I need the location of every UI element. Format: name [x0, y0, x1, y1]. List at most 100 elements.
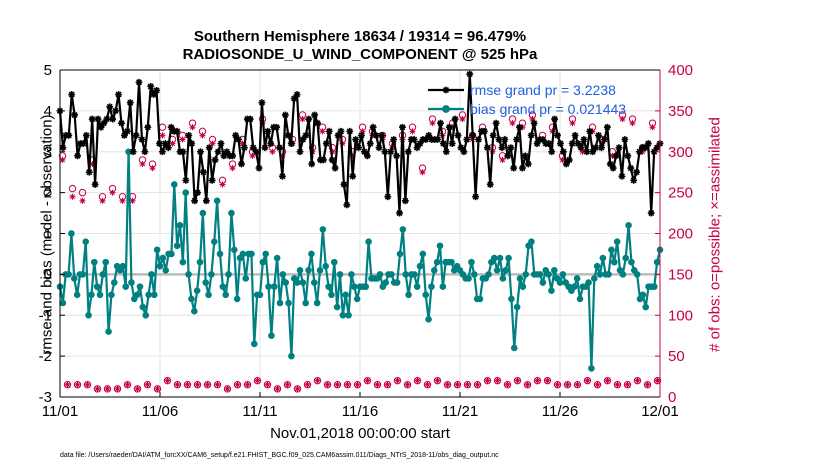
obs-assimilated-point: [499, 156, 506, 163]
obs-possible-point: [533, 376, 542, 385]
bias-point: [153, 246, 161, 254]
bias-point: [410, 271, 418, 278]
bias-point: [193, 287, 201, 295]
bias-point: [393, 279, 401, 286]
bias-point: [108, 291, 115, 299]
y-left-tick-label: -1: [39, 307, 52, 324]
bias-point: [159, 254, 167, 262]
obs-assimilated-point: [164, 377, 171, 384]
rmse-point: [159, 148, 166, 156]
x-axis-label: Nov.01,2018 00:00:00 start: [270, 425, 450, 442]
rmse-point: [135, 78, 143, 86]
bias-point: [99, 271, 107, 278]
obs-possible-point: [263, 381, 272, 389]
rmse-point: [516, 123, 523, 131]
y-right-tick-label: 300: [668, 144, 693, 161]
y-left-tick-label: 1: [44, 226, 52, 243]
bias-point: [96, 291, 104, 299]
rmse-point: [592, 144, 600, 152]
rmse-point: [565, 156, 573, 164]
obs-possible-point: [543, 376, 552, 385]
obs-possible-point: [113, 385, 122, 393]
bias-point: [196, 258, 204, 266]
obs-assimilated-point: [64, 381, 71, 388]
rmse-point: [527, 132, 535, 139]
y-right-tick-label: 350: [668, 103, 693, 120]
rmse-point: [343, 201, 351, 209]
bias-point: [285, 299, 292, 307]
rmse-point: [630, 176, 638, 184]
rmse-series: [56, 70, 664, 217]
x-tick-label: 12/01: [641, 403, 679, 420]
rmse-point: [229, 152, 237, 160]
bias-point: [576, 295, 584, 303]
bias-point: [496, 254, 504, 262]
bias-point: [168, 250, 175, 258]
y-right-tick-label: 200: [668, 226, 693, 243]
rmse-point: [249, 144, 257, 152]
rmse-point: [118, 119, 125, 127]
rmse-point: [650, 148, 658, 156]
obs-possible-point: [353, 381, 362, 389]
rmse-point: [372, 132, 380, 139]
rmse-point: [85, 168, 93, 176]
bias-point: [105, 328, 112, 335]
obs-possible-point: [573, 381, 582, 389]
rmse-point: [583, 148, 591, 156]
obs-possible-point: [373, 381, 382, 389]
bias-point: [122, 283, 130, 290]
bias-point: [256, 291, 264, 299]
rmse-point: [562, 160, 570, 168]
bias-point: [142, 311, 150, 319]
rmse-point: [100, 119, 108, 127]
obs-possible-point: [78, 188, 87, 197]
bias-point: [585, 279, 592, 286]
obs-assimilated-point: [654, 377, 661, 384]
rmse-point: [296, 148, 304, 156]
rmse-point: [413, 144, 421, 152]
bias-point: [333, 303, 341, 311]
obs-possible-point: [233, 381, 242, 389]
bias-point: [625, 222, 632, 229]
bias-point: [650, 283, 658, 290]
bias-point: [476, 295, 484, 303]
obs-assimilated-point: [584, 377, 591, 384]
obs-possible-point: [413, 376, 422, 385]
rmse-point: [498, 144, 506, 152]
obs-assimilated-point: [99, 197, 106, 204]
rmse-point: [223, 148, 231, 156]
bias-point: [399, 226, 407, 233]
obs-assimilated-point: [464, 381, 471, 388]
obs-assimilated-point: [569, 120, 576, 127]
bias-point: [608, 246, 615, 254]
obs-assimilated-point: [124, 381, 131, 388]
obs-assimilated-point: [454, 381, 461, 388]
obs-assimilated-point: [159, 132, 166, 139]
rmse-point: [173, 127, 181, 135]
rmse-point: [325, 127, 333, 135]
obs-assimilated-point: [254, 377, 261, 384]
bias-point: [413, 283, 421, 290]
obs-assimilated-point: [354, 381, 361, 388]
obs-assimilated-point: [314, 377, 321, 384]
bias-point: [299, 279, 307, 286]
rmse-point: [577, 144, 585, 152]
rmse-point: [331, 164, 339, 172]
obs-assimilated-point: [209, 140, 216, 147]
rmse-point: [445, 123, 453, 131]
bias-point: [628, 258, 635, 266]
rmse-point: [457, 144, 465, 152]
rmse-point: [530, 119, 538, 127]
bias-point: [210, 238, 218, 245]
obs-assimilated-point: [544, 377, 551, 384]
bias-point: [485, 271, 492, 278]
bias-point: [639, 291, 647, 299]
rmse-point: [390, 136, 398, 143]
bias-point: [493, 266, 501, 274]
obs-possible-point: [313, 376, 322, 385]
bias-point: [202, 279, 210, 286]
y-left-tick-label: 2: [44, 185, 52, 202]
rmse-point: [624, 152, 632, 160]
obs-assimilated-point: [274, 385, 281, 392]
rmse-point: [65, 132, 73, 139]
